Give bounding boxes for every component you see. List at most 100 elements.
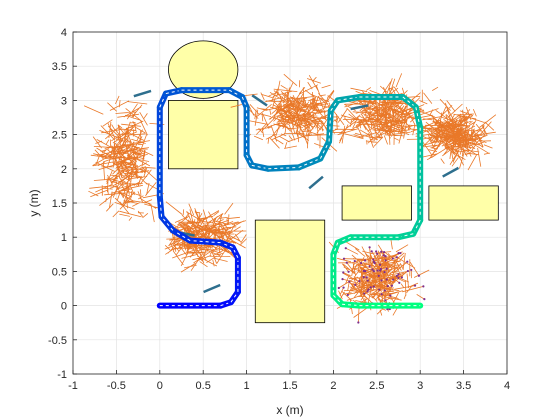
tree-node xyxy=(362,275,365,279)
tree-edges xyxy=(160,201,247,273)
tree-node xyxy=(366,290,369,293)
tree-node xyxy=(386,284,389,288)
x-tick-label: 1 xyxy=(244,380,250,392)
x-tick-label: 0.5 xyxy=(196,380,211,392)
tree-node xyxy=(368,246,371,249)
path-segment xyxy=(317,138,333,162)
tree-edges xyxy=(334,73,444,148)
tree-node xyxy=(347,270,350,273)
obstacle-rect xyxy=(428,185,499,221)
orientation-arrow xyxy=(251,94,268,107)
path-centerline xyxy=(332,242,339,255)
tree-node xyxy=(391,257,394,260)
y-tick-label: 0.5 xyxy=(52,266,67,278)
tree-node xyxy=(382,254,385,257)
tree-node xyxy=(342,286,345,289)
tree-node xyxy=(399,251,402,255)
obstacle-ellipse xyxy=(168,40,239,99)
y-tick-label: -0.5 xyxy=(48,335,67,347)
tree-node xyxy=(345,261,348,264)
plot-area: -1 -0.5 0 0.5 1 1.5 2 2.5 3 3.5 4 -1 -0.5 0 0.5 1 1.5 2 2.… xyxy=(48,27,510,392)
path-centerline xyxy=(232,247,239,258)
x-tick-label: -1 xyxy=(68,380,78,392)
path-segment xyxy=(169,227,194,244)
tree-node xyxy=(378,263,382,266)
orientation-arrow xyxy=(350,104,369,111)
tree-node xyxy=(385,278,388,281)
y-tick-label: 2.5 xyxy=(52,130,67,142)
tree-node xyxy=(341,277,344,281)
orientation-arrow xyxy=(133,89,152,98)
x-tick-label: 1.5 xyxy=(282,380,297,392)
path-centerline xyxy=(246,154,253,166)
path-centerline xyxy=(230,291,239,303)
y-tick-label: 3 xyxy=(61,95,67,107)
path-centerline xyxy=(241,96,248,108)
tree-node xyxy=(377,274,380,277)
tree-node xyxy=(365,276,368,279)
obstacle-rect xyxy=(168,100,239,170)
path-centerline xyxy=(330,100,339,111)
tree-node xyxy=(379,267,383,271)
tree-node xyxy=(367,288,370,291)
tree-region xyxy=(160,201,247,273)
y-axis-label: y (m) xyxy=(27,189,41,216)
x-tick-label: -0.5 xyxy=(107,380,126,392)
tree-node xyxy=(397,252,400,255)
tree-node xyxy=(392,278,395,281)
tree-node xyxy=(342,257,346,260)
tree-node xyxy=(398,281,401,284)
tree-node xyxy=(376,269,379,272)
path-centerline xyxy=(220,242,233,248)
tree-node xyxy=(423,298,426,301)
path-centerline xyxy=(333,294,343,305)
tree-edges xyxy=(407,98,497,171)
path-segment xyxy=(412,104,424,131)
tree-node xyxy=(366,279,369,282)
tree-node xyxy=(383,289,386,292)
tree-node xyxy=(354,283,357,286)
tree-node xyxy=(380,250,383,253)
tree-region xyxy=(83,95,165,223)
tree-node xyxy=(400,276,403,279)
orientation-arrow xyxy=(203,283,221,294)
obstacles xyxy=(168,40,499,324)
tree-node xyxy=(406,269,409,273)
tree-region xyxy=(334,73,444,148)
x-tick-label: 3 xyxy=(417,380,423,392)
tree-node xyxy=(380,279,383,282)
tree-edges xyxy=(83,95,165,223)
orientation-arrow xyxy=(442,166,460,178)
tree-node xyxy=(413,284,417,287)
tree-node xyxy=(379,269,382,272)
y-tick-label: -1 xyxy=(57,369,67,381)
obstacle-rect xyxy=(254,219,326,324)
tree-node xyxy=(358,279,361,283)
tree-node xyxy=(348,280,351,283)
tree-node xyxy=(363,259,367,262)
tree-node xyxy=(373,262,376,265)
x-tick-label: 2 xyxy=(330,380,336,392)
orientation-arrow xyxy=(308,175,324,190)
tree-node xyxy=(384,259,387,262)
path-centerline xyxy=(328,110,332,142)
obstacle-rect xyxy=(341,185,412,221)
x-axis-label: x (m) xyxy=(276,403,303,417)
y-tick-label: 4 xyxy=(61,27,67,39)
path-centerline xyxy=(220,301,232,307)
path-centerline xyxy=(190,240,221,244)
y-tick-label: 2 xyxy=(61,164,67,176)
search-trees xyxy=(83,73,497,324)
tree-node xyxy=(371,268,374,271)
tree-node xyxy=(359,261,363,265)
tree-node xyxy=(368,265,371,268)
tree-region xyxy=(328,235,430,324)
y-tick-label: 1.5 xyxy=(52,198,67,210)
x-tick-label: 4 xyxy=(504,380,510,392)
x-tick-label: 2.5 xyxy=(369,380,384,392)
tree-node xyxy=(344,247,347,250)
tree-node xyxy=(337,286,340,290)
tree-node xyxy=(372,285,375,288)
tree-node xyxy=(395,256,398,259)
tree-node xyxy=(397,273,400,276)
